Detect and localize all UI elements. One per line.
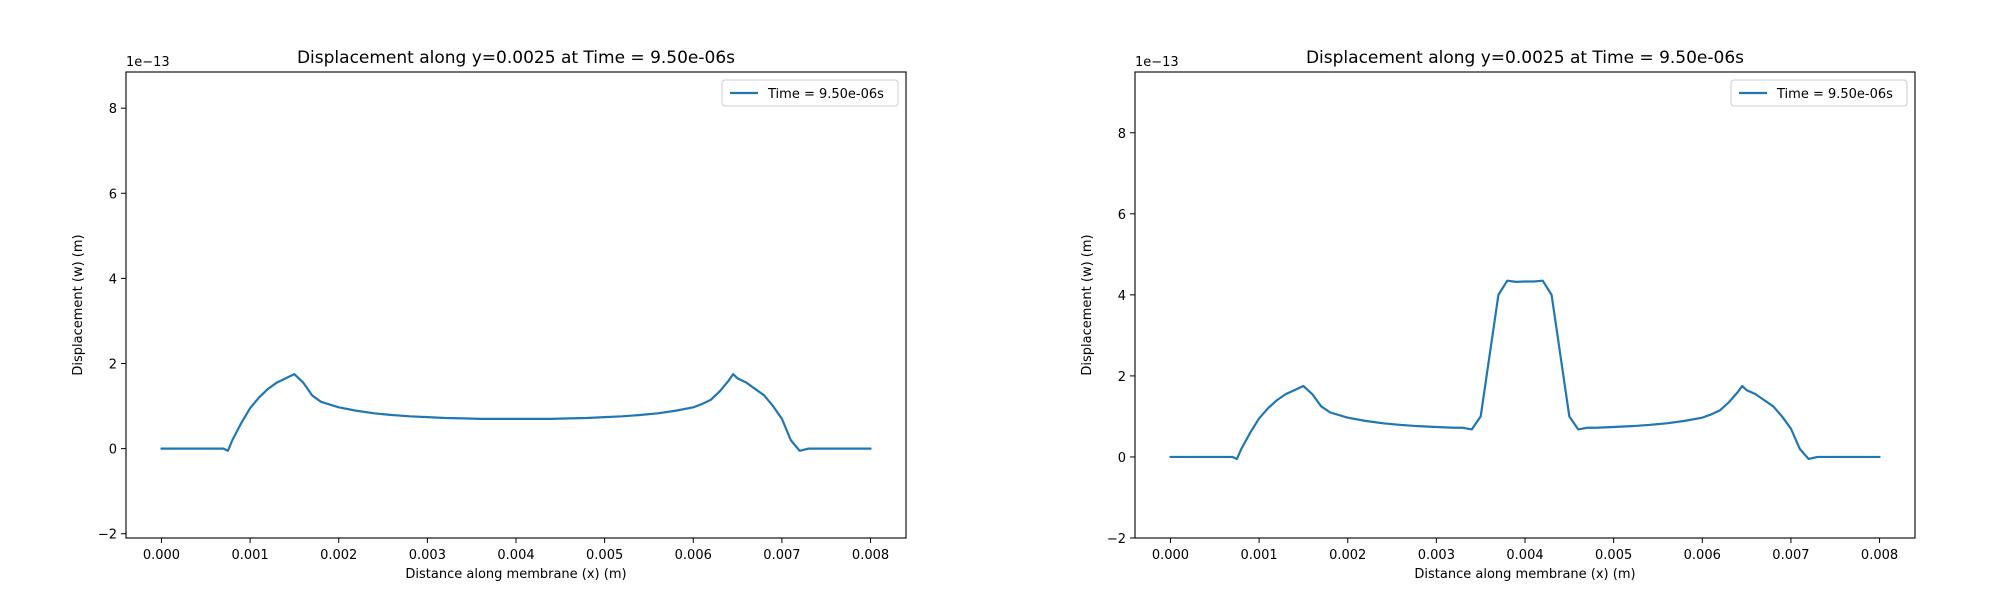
x-tick-label: 0.004: [1506, 548, 1543, 563]
x-tick-label: 0.000: [143, 548, 180, 563]
chart-title: Displacement along y=0.0025 at Time = 9.…: [297, 48, 735, 68]
x-tick-label: 0.007: [763, 548, 800, 563]
y-tick-label: 6: [1118, 208, 1126, 223]
x-tick-label: 0.005: [1595, 548, 1632, 563]
y-tick-label: 0: [1118, 451, 1126, 466]
x-tick-label: 0.004: [497, 548, 534, 563]
y-tick-label: −2: [98, 528, 117, 543]
legend: Time = 9.50e-06s: [721, 79, 899, 107]
x-tick-label: 0.005: [586, 548, 623, 563]
y-tick-label: 4: [1118, 289, 1126, 304]
x-tick-label: 0.007: [1772, 548, 1809, 563]
x-tick-label: 0.008: [852, 548, 889, 563]
legend-label: Time = 9.50e-06s: [767, 87, 884, 102]
x-tick-label: 0.003: [409, 548, 446, 563]
x-tick-label: 0.000: [1152, 548, 1189, 563]
y-offset-label: 1e−13: [126, 55, 170, 70]
y-tick-label: 2: [1118, 370, 1126, 385]
x-axis-label: Distance along membrane (x) (m): [405, 567, 626, 582]
y-tick-label: 6: [109, 187, 117, 202]
y-tick-label: 8: [109, 102, 117, 117]
y-offset-label: 1e−13: [1135, 55, 1179, 70]
axes-frame: [125, 71, 907, 539]
chart-1: Displacement along y=0.0025 at Time = 9.…: [71, 48, 907, 582]
series-line-1: [1169, 279, 1881, 461]
series-line-1: [160, 373, 872, 452]
y-tick-label: 8: [1118, 127, 1126, 142]
y-tick-label: −2: [1107, 532, 1126, 547]
legend: Time = 9.50e-06s: [1730, 79, 1908, 107]
y-tick-label: 0: [109, 443, 117, 458]
x-tick-label: 0.006: [1684, 548, 1721, 563]
x-tick-label: 0.008: [1861, 548, 1898, 563]
legend-label: Time = 9.50e-06s: [1776, 87, 1893, 102]
x-tick-label: 0.001: [231, 548, 268, 563]
y-axis-label: Displacement (w) (m): [71, 234, 86, 375]
chart-2: Displacement along y=0.0025 at Time = 9.…: [1080, 48, 1916, 582]
x-tick-label: 0.003: [1418, 548, 1455, 563]
x-tick-label: 0.001: [1240, 548, 1277, 563]
x-tick-label: 0.006: [675, 548, 712, 563]
legend-box: [1730, 79, 1908, 107]
x-tick-label: 0.002: [320, 548, 357, 563]
x-tick-label: 0.002: [1329, 548, 1366, 563]
legend-box: [721, 79, 899, 107]
y-tick-label: 4: [109, 272, 117, 287]
y-tick-label: 2: [109, 358, 117, 373]
y-axis-label: Displacement (w) (m): [1080, 234, 1095, 375]
chart-title: Displacement along y=0.0025 at Time = 9.…: [1306, 48, 1744, 68]
axes-frame: [1134, 71, 1916, 539]
x-axis-label: Distance along membrane (x) (m): [1414, 567, 1635, 582]
